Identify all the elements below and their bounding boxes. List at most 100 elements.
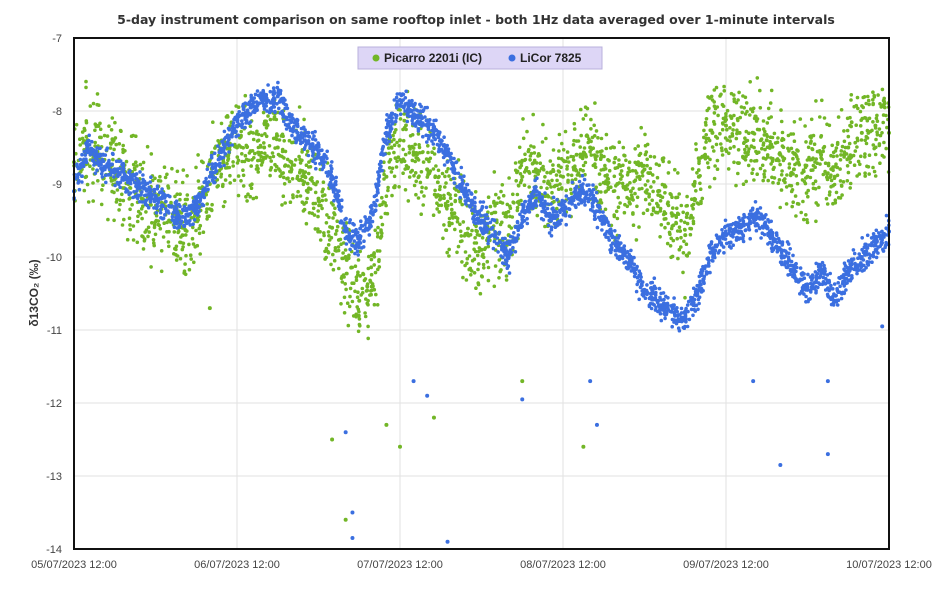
picarro-point	[384, 174, 389, 179]
picarro-point	[374, 292, 378, 297]
licor-point	[267, 110, 272, 115]
licor-point	[222, 144, 227, 149]
picarro-outlier-point	[384, 422, 389, 427]
picarro-point	[619, 169, 624, 173]
picarro-point	[761, 178, 765, 183]
picarro-point	[88, 104, 93, 108]
picarro-point	[811, 163, 816, 168]
picarro-point	[100, 188, 104, 192]
picarro-point	[74, 122, 79, 127]
licor-point	[314, 166, 318, 171]
licor-point	[77, 166, 82, 170]
licor-point	[729, 223, 734, 227]
licor-point	[580, 184, 584, 188]
picarro-point	[722, 84, 726, 89]
licor-point	[672, 296, 676, 300]
licor-point	[656, 303, 661, 308]
picarro-point	[838, 158, 843, 162]
picarro-point	[272, 115, 277, 119]
licor-point	[158, 190, 162, 195]
picarro-point	[791, 172, 795, 176]
picarro-point	[133, 167, 137, 172]
picarro-outlier-point	[431, 415, 436, 420]
picarro-point	[813, 179, 818, 183]
picarro-point	[633, 160, 637, 165]
licor-point	[91, 148, 96, 152]
picarro-point	[235, 161, 240, 165]
picarro-point	[112, 218, 116, 223]
picarro-point	[547, 182, 552, 186]
picarro-point	[432, 192, 437, 197]
licor-point	[503, 236, 507, 241]
picarro-point	[316, 196, 321, 201]
licor-point	[340, 198, 344, 202]
picarro-point	[362, 278, 367, 283]
picarro-point	[356, 258, 361, 262]
picarro-point	[444, 181, 448, 185]
licor-point	[691, 299, 695, 303]
picarro-point	[755, 172, 759, 176]
picarro-point	[248, 124, 253, 129]
picarro-point	[690, 167, 695, 171]
licor-point	[198, 193, 202, 198]
picarro-point	[647, 192, 651, 197]
licor-point	[337, 189, 341, 193]
picarro-point	[166, 186, 171, 190]
licor-point	[203, 186, 207, 190]
picarro-point	[313, 227, 318, 231]
picarro-point	[261, 158, 265, 162]
picarro-point	[91, 181, 95, 185]
licor-point	[453, 171, 457, 175]
picarro-point	[387, 151, 391, 156]
picarro-point	[325, 213, 329, 217]
licor-point	[640, 292, 645, 297]
picarro-point	[99, 202, 104, 207]
picarro-point	[494, 192, 498, 197]
licor-point	[362, 239, 366, 243]
licor-point	[738, 218, 742, 223]
picarro-point	[437, 174, 441, 179]
licor-point	[359, 219, 363, 223]
licor-point	[582, 199, 587, 204]
picarro-point	[344, 221, 349, 225]
picarro-point	[474, 286, 478, 291]
picarro-point	[481, 262, 486, 267]
picarro-point	[681, 210, 685, 215]
licor-point	[230, 133, 234, 137]
licor-point	[825, 292, 830, 297]
picarro-point	[584, 113, 588, 117]
picarro-point	[702, 153, 706, 158]
licor-point	[195, 199, 199, 203]
picarro-point	[211, 120, 215, 124]
picarro-point	[191, 242, 196, 246]
picarro-point	[517, 145, 522, 150]
picarro-point	[666, 221, 670, 226]
licor-point	[614, 253, 618, 257]
picarro-point	[138, 162, 143, 167]
licor-point	[87, 143, 92, 147]
licor-point	[102, 164, 107, 169]
licor-point	[265, 109, 269, 113]
picarro-point	[446, 167, 450, 171]
picarro-point	[426, 144, 430, 148]
licor-point	[622, 261, 626, 265]
licor-point	[731, 243, 735, 247]
picarro-point	[78, 143, 82, 147]
picarro-point	[536, 154, 540, 158]
licor-point	[696, 307, 700, 312]
picarro-point	[358, 274, 363, 278]
picarro-point	[691, 216, 695, 220]
picarro-point	[685, 194, 689, 199]
picarro-point	[646, 179, 650, 183]
picarro-point	[544, 136, 548, 141]
picarro-point	[692, 184, 696, 188]
licor-point	[112, 175, 116, 179]
picarro-point	[700, 196, 705, 201]
picarro-point	[444, 169, 449, 174]
picarro-point	[593, 165, 598, 169]
picarro-point	[833, 198, 838, 202]
licor-point	[645, 283, 649, 287]
picarro-point	[381, 200, 386, 204]
licor-point	[593, 211, 597, 216]
licor-point	[507, 239, 512, 243]
